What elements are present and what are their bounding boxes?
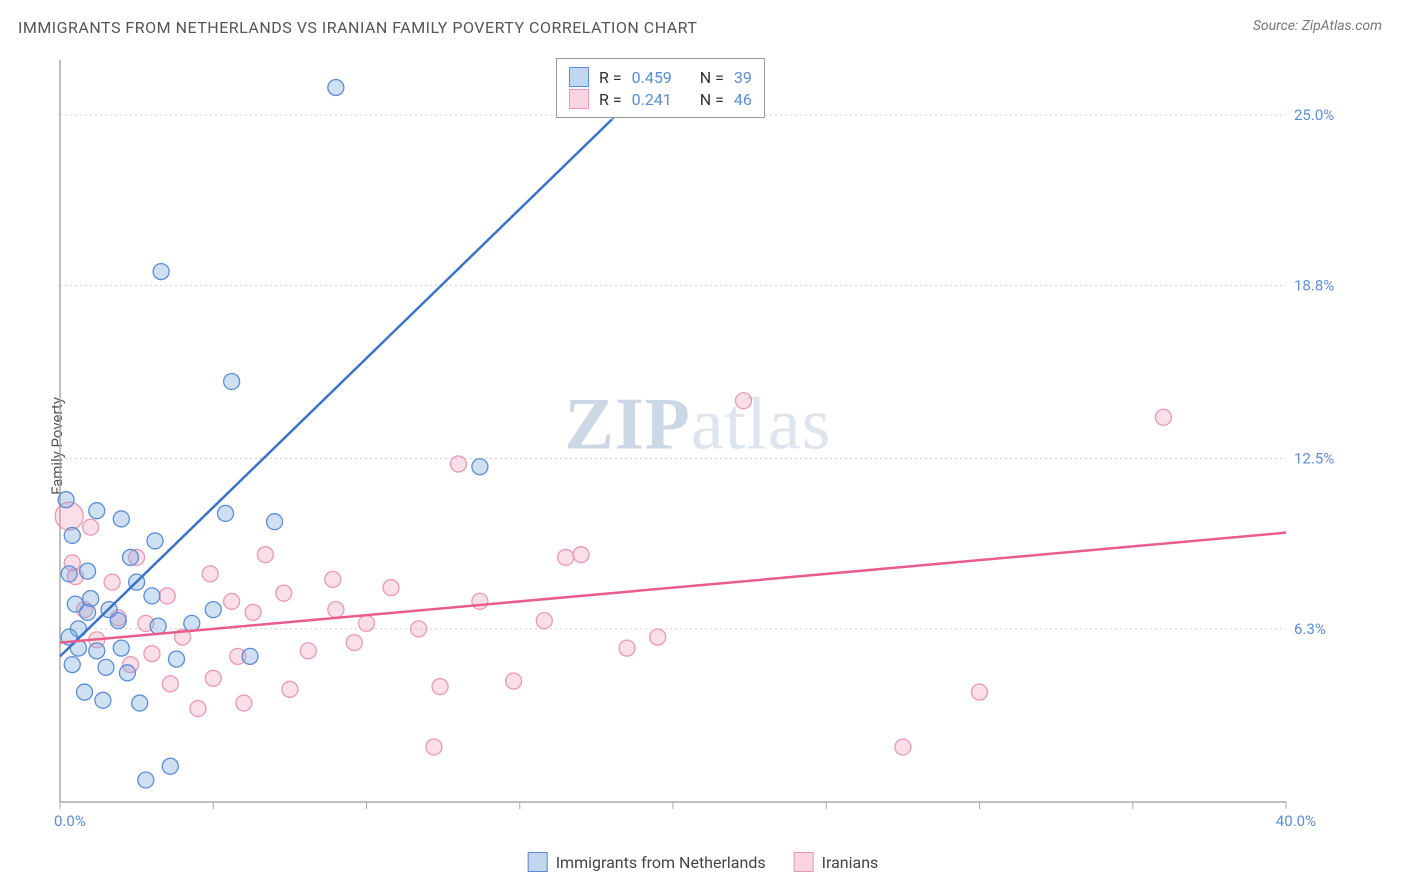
legend-item-pink: Iranians xyxy=(794,852,879,872)
svg-text:0.0%: 0.0% xyxy=(54,812,86,830)
n-label: N = xyxy=(700,68,724,87)
svg-text:40.0%: 40.0% xyxy=(1276,812,1316,830)
series-legend: Immigrants from Netherlands Iranians xyxy=(528,852,879,872)
svg-text:6.3%: 6.3% xyxy=(1294,620,1326,638)
r-value-blue: 0.459 xyxy=(632,68,672,87)
n-value-pink: 46 xyxy=(734,90,752,109)
r-value-pink: 0.241 xyxy=(632,90,672,109)
scatter-plot-svg: 6.3% 12.5% 18.8% 25.0% 0.0% 40.0% xyxy=(50,50,1346,832)
swatch-pink-icon xyxy=(569,89,589,109)
swatch-blue-icon xyxy=(569,67,589,87)
n-value-blue: 39 xyxy=(734,68,752,87)
stats-legend: R = 0.459 N = 39 R = 0.241 N = 46 xyxy=(556,58,765,118)
chart-title: IMMIGRANTS FROM NETHERLANDS VS IRANIAN F… xyxy=(18,18,697,37)
n-label: N = xyxy=(700,90,724,109)
r-label: R = xyxy=(599,90,622,109)
source-label: Source: ZipAtlas.com xyxy=(1253,18,1382,34)
r-label: R = xyxy=(599,68,622,87)
chart-area: 6.3%12.5%18.8%25.0%0.0%40.0% ZIPatlas xyxy=(50,50,1346,832)
svg-text:12.5%: 12.5% xyxy=(1294,449,1334,467)
legend-item-blue: Immigrants from Netherlands xyxy=(528,852,766,872)
svg-text:25.0%: 25.0% xyxy=(1294,106,1334,124)
stats-row-blue: R = 0.459 N = 39 xyxy=(569,67,752,87)
stats-row-pink: R = 0.241 N = 46 xyxy=(569,89,752,109)
legend-label-blue: Immigrants from Netherlands xyxy=(556,853,766,872)
legend-label-pink: Iranians xyxy=(822,853,879,872)
swatch-pink-icon xyxy=(794,852,814,872)
swatch-blue-icon xyxy=(528,852,548,872)
svg-text:18.8%: 18.8% xyxy=(1294,276,1334,294)
